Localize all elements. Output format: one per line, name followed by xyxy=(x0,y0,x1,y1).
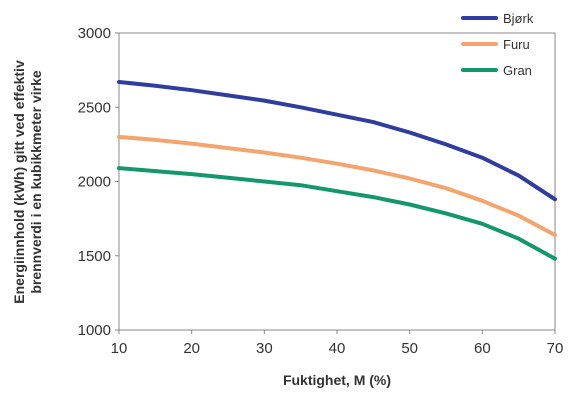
y-axis-ticks: 1000 1500 2000 2500 3000 xyxy=(78,25,119,339)
x-tick-label: 50 xyxy=(401,340,418,357)
series-lines xyxy=(117,80,557,261)
y-axis-title: Energiinnhold (kWh) gitt ved effektiv br… xyxy=(11,60,44,304)
y-axis-title-line-1: Energiinnhold (kWh) gitt ved effektiv xyxy=(11,60,27,304)
series-line-1 xyxy=(117,80,557,202)
y-axis-title-line-2: brennverdi i en kubikkmeter virke xyxy=(28,70,44,294)
y-tick-label: 3000 xyxy=(78,25,111,42)
series-line-2 xyxy=(117,134,557,237)
y-tick-label: 1000 xyxy=(78,322,111,339)
x-tick-label: 30 xyxy=(256,340,273,357)
series-line-3 xyxy=(117,166,557,261)
y-tick-label: 2500 xyxy=(78,99,111,116)
x-tick-label: 60 xyxy=(474,340,491,357)
x-axis-ticks: 10 20 30 40 50 60 70 xyxy=(111,330,564,357)
y-tick-label: 2000 xyxy=(78,174,111,191)
legend-label: Furu xyxy=(503,37,530,52)
x-tick-label: 70 xyxy=(547,340,564,357)
legend: Bjørk Furu Gran xyxy=(461,11,534,78)
x-tick-label: 10 xyxy=(111,340,128,357)
legend-label: Bjørk xyxy=(503,11,534,26)
plot-area xyxy=(118,32,556,331)
x-axis-title: Fuktighet, M (%) xyxy=(283,372,391,388)
legend-label: Gran xyxy=(503,63,532,78)
y-tick-label: 1500 xyxy=(78,248,111,265)
x-tick-label: 40 xyxy=(329,340,346,357)
x-tick-label: 20 xyxy=(183,340,200,357)
